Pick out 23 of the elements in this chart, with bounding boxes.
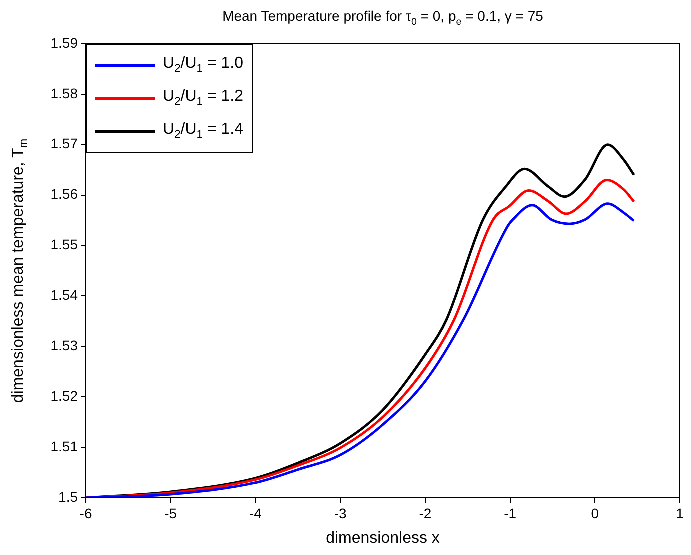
legend-label: U$_{2}$/U$_{1}$ = 1.4 <box>163 121 244 142</box>
x-axis-title: dimensionless x <box>325 530 441 548</box>
y-tick-label: 1.57 <box>50 136 78 152</box>
y-tick-label: 1.56 <box>50 186 78 202</box>
y-tick-label: 1.59 <box>50 34 78 51</box>
x-tick-label: -1 <box>504 505 517 522</box>
x-tick-label: -4 <box>249 505 262 522</box>
x-tick-label: -2 <box>419 505 432 522</box>
x-tick-label: -6 <box>80 505 92 522</box>
y-tick-label: 1.5 <box>58 488 78 505</box>
y-tick-label: 1.52 <box>50 388 78 404</box>
x-tick-label: 0 <box>591 505 600 522</box>
y-tick-label: 1.54 <box>50 287 78 304</box>
y-tick-label: 1.58 <box>50 85 78 102</box>
legend-label: U$_{2}$/U$_{1}$ = 1.2 <box>163 88 244 109</box>
y-tick-label: 1.51 <box>50 438 78 454</box>
x-tick-label: -3 <box>334 505 348 522</box>
y-tick-label: 1.53 <box>50 338 78 354</box>
x-tick-label: -5 <box>164 505 178 522</box>
legend-label: U$_{2}$/U$_{1}$ = 1.0 <box>163 55 244 76</box>
chart-title: Mean Temperature profile for τ$_{0}$ = 0, p$_{e}$ = 0.1, γ = 75 <box>222 8 544 28</box>
y-tick-label: 1.55 <box>50 236 78 253</box>
x-tick-label: 1 <box>676 505 684 522</box>
